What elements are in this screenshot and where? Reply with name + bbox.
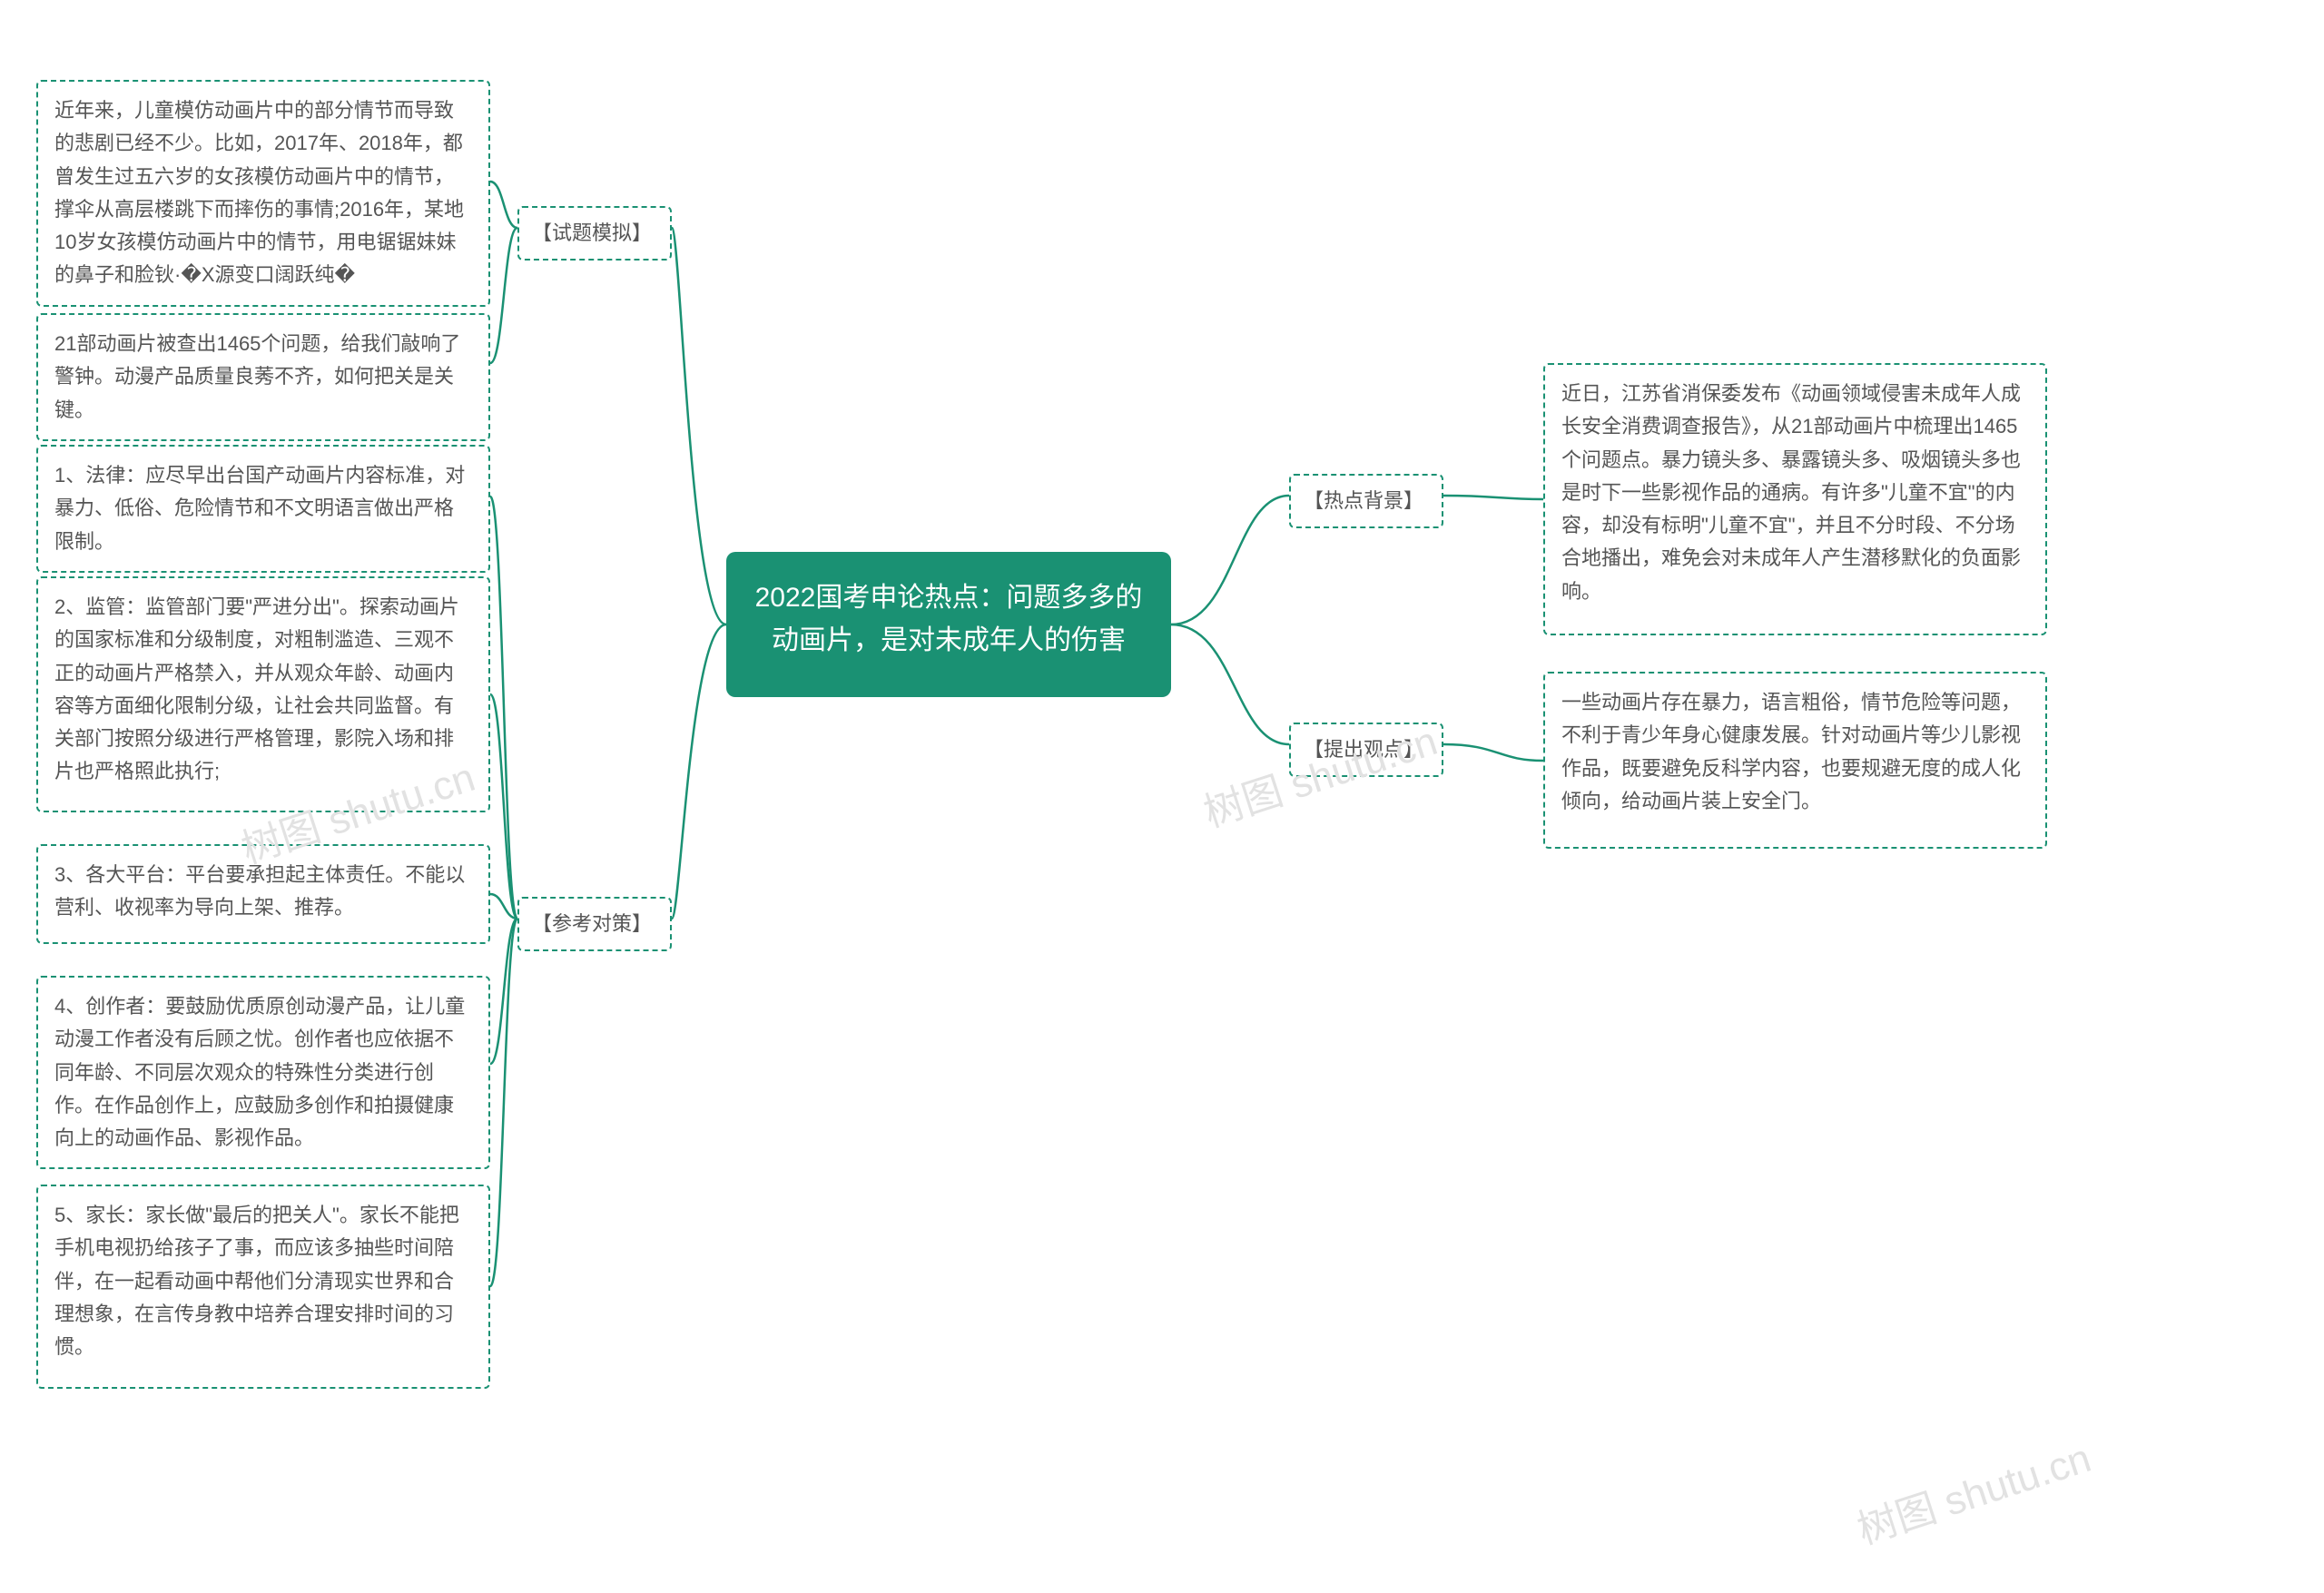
leaf-text: 3、各大平台：平台要承担起主体责任。不能以营利、收视率为导向上架、推荐。 bbox=[54, 863, 465, 919]
category-exam-simulation: 【试题模拟】 bbox=[517, 206, 672, 261]
leaf-strategy-2: 2、监管：监管部门要"严进分出"。探索动画片的国家标准和分级制度，对粗制滥造、三… bbox=[36, 576, 490, 812]
category-viewpoint: 【提出观点】 bbox=[1289, 723, 1443, 777]
category-label: 【提出观点】 bbox=[1304, 738, 1423, 761]
category-hot-background: 【热点背景】 bbox=[1289, 474, 1443, 528]
leaf-strategy-4: 4、创作者：要鼓励优质原创动漫产品，让儿童动漫工作者没有后顾之忧。创作者也应依据… bbox=[36, 976, 490, 1169]
leaf-text: 2、监管：监管部门要"严进分出"。探索动画片的国家标准和分级制度，对粗制滥造、三… bbox=[54, 595, 459, 782]
leaf-text: 一些动画片存在暴力，语言粗俗，情节危险等问题，不利于青少年身心健康发展。针对动画… bbox=[1561, 691, 2021, 812]
category-label: 【试题模拟】 bbox=[532, 221, 652, 244]
leaf-strategy-1: 1、法律：应尽早出台国产动画片内容标准，对暴力、低俗、危险情节和不文明语言做出严… bbox=[36, 445, 490, 573]
leaf-text: 1、法律：应尽早出台国产动画片内容标准，对暴力、低俗、危险情节和不文明语言做出严… bbox=[54, 464, 465, 553]
category-reference-strategy: 【参考对策】 bbox=[517, 897, 672, 951]
leaf-hot-background-text: 近日，江苏省消保委发布《动画领域侵害未成年人成长安全消费调查报告》，从21部动画… bbox=[1543, 363, 2047, 635]
leaf-strategy-3: 3、各大平台：平台要承担起主体责任。不能以营利、收视率为导向上架、推荐。 bbox=[36, 844, 490, 944]
leaf-exam-2: 21部动画片被查出1465个问题，给我们敲响了警钟。动漫产品质量良莠不齐，如何把… bbox=[36, 313, 490, 441]
leaf-text: 21部动画片被查出1465个问题，给我们敲响了警钟。动漫产品质量良莠不齐，如何把… bbox=[54, 332, 460, 421]
category-label: 【参考对策】 bbox=[532, 912, 652, 935]
leaf-strategy-5: 5、家长：家长做"最后的把关人"。家长不能把手机电视扔给孩子了事，而应该多抽些时… bbox=[36, 1185, 490, 1389]
center-node: 2022国考申论热点：问题多多的动画片，是对未成年人的伤害 bbox=[726, 552, 1171, 697]
leaf-text: 近日，江苏省消保委发布《动画领域侵害未成年人成长安全消费调查报告》，从21部动画… bbox=[1561, 382, 2021, 603]
leaf-exam-1: 近年来，儿童模仿动画片中的部分情节而导致的悲剧已经不少。比如，2017年、201… bbox=[36, 80, 490, 307]
leaf-text: 近年来，儿童模仿动画片中的部分情节而导致的悲剧已经不少。比如，2017年、201… bbox=[54, 99, 464, 286]
leaf-viewpoint-text: 一些动画片存在暴力，语言粗俗，情节危险等问题，不利于青少年身心健康发展。针对动画… bbox=[1543, 672, 2047, 849]
watermark: 树图 shutu.cn bbox=[1849, 1425, 2097, 1555]
category-label: 【热点背景】 bbox=[1304, 489, 1423, 512]
center-text: 2022国考申论热点：问题多多的动画片，是对未成年人的伤害 bbox=[755, 583, 1143, 655]
leaf-text: 5、家长：家长做"最后的把关人"。家长不能把手机电视扔给孩子了事，而应该多抽些时… bbox=[54, 1204, 459, 1358]
leaf-text: 4、创作者：要鼓励优质原创动漫产品，让儿童动漫工作者没有后顾之忧。创作者也应依据… bbox=[54, 995, 465, 1149]
